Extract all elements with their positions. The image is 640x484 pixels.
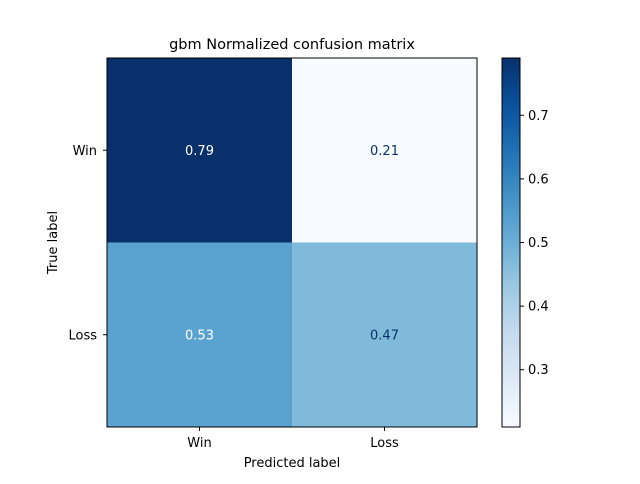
colorbar-tick-label: 0.6	[528, 172, 549, 187]
y-axis-ticks: Win Loss	[68, 144, 107, 343]
x-tick-label: Loss	[370, 436, 399, 451]
heatmap-cell-win-loss	[292, 58, 477, 243]
y-tick-label: Loss	[68, 328, 97, 343]
y-axis-label: True label	[46, 211, 61, 275]
cell-value-label: 0.53	[185, 328, 214, 343]
x-axis-label: Predicted label	[244, 456, 341, 471]
colorbar-ticks: 0.3 0.4 0.5 0.6 0.7	[520, 109, 549, 378]
cell-value-label: 0.47	[370, 328, 399, 343]
heatmap-cell-loss-win	[107, 242, 292, 427]
colorbar	[501, 57, 521, 428]
heatmap-cell-win-win	[107, 58, 292, 243]
cell-value-labels: 0.79 0.21 0.53 0.47	[185, 144, 399, 344]
cell-value-label: 0.79	[185, 144, 214, 159]
colorbar-tick-label: 0.5	[528, 236, 549, 251]
x-tick-label: Win	[187, 436, 211, 451]
colorbar-tick-label: 0.3	[528, 363, 549, 378]
heatmap-cells	[107, 58, 477, 427]
colorbar-tick-label: 0.7	[528, 109, 549, 124]
y-tick-label: Win	[73, 144, 97, 159]
chart-title: gbm Normalized confusion matrix	[169, 37, 415, 53]
x-axis-ticks: Win Loss	[187, 427, 399, 451]
axes-frame	[106, 57, 478, 428]
cell-value-label: 0.21	[370, 144, 399, 159]
colorbar-tick-label: 0.4	[528, 300, 549, 315]
heatmap-cell-loss-loss	[292, 242, 477, 427]
